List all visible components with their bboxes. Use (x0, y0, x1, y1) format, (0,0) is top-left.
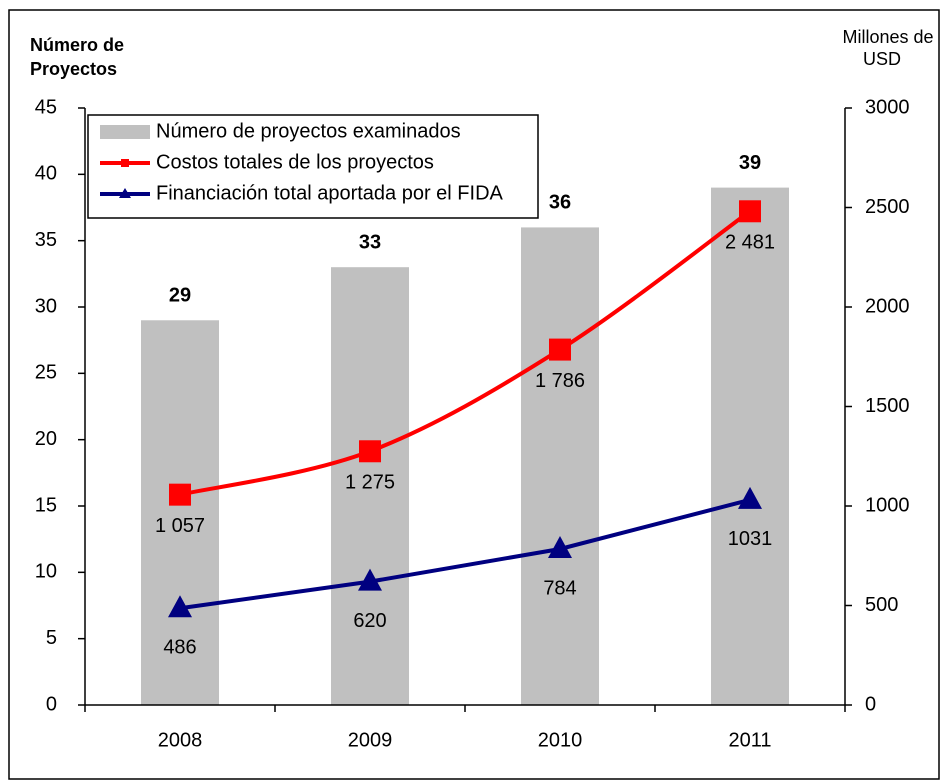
marker (549, 338, 571, 361)
y-tick-label: 5 (46, 627, 57, 649)
y-tick-label: 20 (35, 428, 57, 450)
y2-tick-label: 1500 (865, 395, 910, 417)
bar (141, 320, 219, 705)
x-tick-label: 2009 (348, 729, 393, 751)
y2-tick-label: 500 (865, 594, 898, 616)
y-tick-label: 40 (35, 163, 57, 185)
value-label: 1 275 (345, 472, 395, 494)
legend-marker (119, 188, 131, 198)
line (179, 209, 752, 497)
legend-swatch (100, 125, 150, 139)
y-tick-label: 30 (35, 295, 57, 317)
value-label: 784 (543, 577, 576, 599)
legend-label: Financiación total aportada por el FIDA (156, 182, 504, 204)
x-tick-label: 2008 (158, 729, 203, 751)
legend-label: Costos totales de los proyectos (156, 151, 434, 173)
y-tick-label: 0 (46, 693, 57, 715)
value-label: 620 (353, 610, 386, 632)
y-tick-label: 10 (35, 561, 57, 583)
y-axis-title: Proyectos (30, 59, 117, 79)
x-tick-label: 2011 (728, 729, 771, 751)
line (179, 497, 751, 611)
marker (168, 595, 192, 618)
value-label: 1 786 (535, 370, 585, 392)
y2-tick-label: 2000 (865, 295, 910, 317)
y2-axis-title: USD (863, 49, 901, 69)
marker (359, 440, 381, 463)
y-tick-label: 15 (35, 494, 57, 516)
marker (548, 535, 572, 558)
bar (521, 227, 599, 705)
bar-value-label: 36 (549, 192, 571, 214)
bar (331, 267, 409, 705)
legend-label: Número de proyectos examinados (156, 120, 461, 142)
value-label: 2 481 (725, 232, 775, 254)
legend-box (87, 114, 539, 219)
bar-value-label: 39 (739, 152, 761, 174)
y-tick-label: 45 (35, 96, 57, 118)
legend-marker (121, 159, 129, 167)
y2-tick-label: 2500 (865, 196, 910, 218)
value-label: 1 057 (155, 515, 205, 537)
y2-tick-label: 3000 (865, 96, 910, 118)
marker (739, 200, 761, 223)
marker (358, 568, 382, 591)
bar-value-label: 29 (169, 285, 191, 307)
value-label: 486 (163, 637, 196, 659)
value-label: 1031 (728, 528, 773, 550)
marker (738, 486, 762, 509)
y2-axis-title: Millones de (842, 27, 933, 47)
y-tick-label: 25 (35, 362, 57, 384)
y2-tick-label: 0 (865, 693, 876, 715)
marker (169, 483, 191, 506)
y-axis-title: Número de (30, 35, 124, 55)
x-tick-label: 2010 (538, 729, 583, 751)
bar-value-label: 33 (359, 231, 381, 253)
y2-tick-label: 1000 (865, 494, 910, 516)
y-tick-label: 35 (35, 229, 57, 251)
bar (711, 187, 789, 706)
